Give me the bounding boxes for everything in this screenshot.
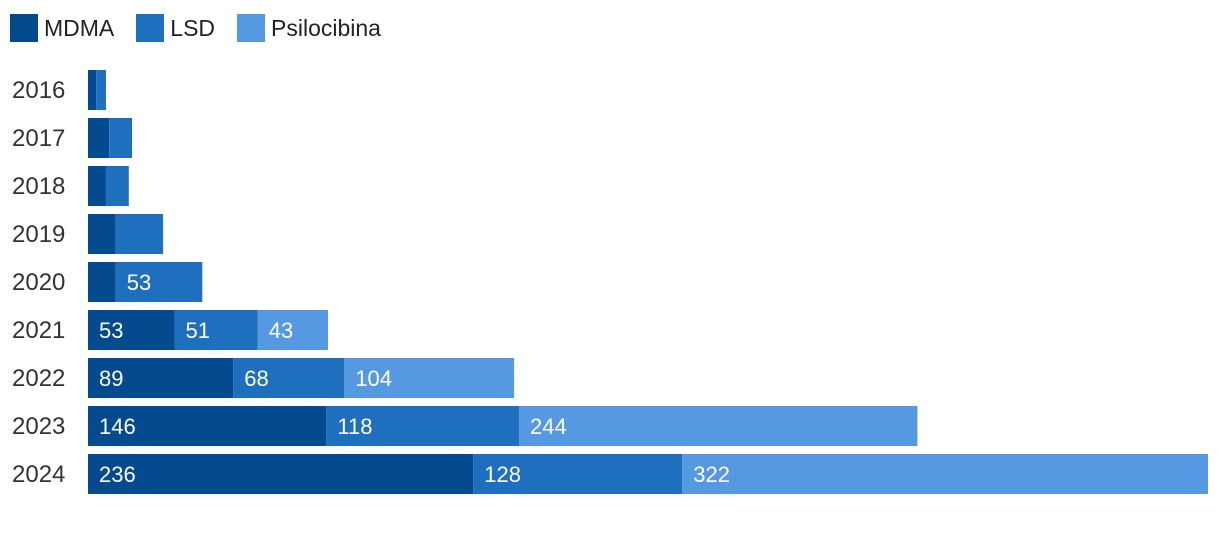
bar-segment-psilocibina-2024	[682, 454, 1208, 494]
data-label: 128	[484, 462, 521, 487]
legend-item-lsd: LSD	[136, 14, 215, 42]
bar-segment-mdma-2018	[88, 166, 106, 206]
bar-segment-mdma-2017	[88, 118, 110, 158]
y-tick-label: 2020	[12, 269, 65, 296]
bar-segment-lsd-2016	[96, 70, 106, 110]
y-tick-label: 2021	[12, 317, 65, 344]
bar-segment-lsd-2024	[473, 454, 683, 494]
bar-segment-lsd-2021	[174, 310, 258, 350]
data-label: 53	[99, 318, 123, 343]
data-label: 53	[127, 270, 151, 295]
y-tick-label: 2018	[12, 173, 65, 200]
data-label: 118	[337, 414, 372, 439]
data-label: 51	[186, 318, 210, 343]
data-label: 68	[244, 366, 268, 391]
y-tick-label: 2017	[12, 125, 65, 152]
bar-segment-lsd-2022	[233, 358, 345, 398]
legend-label: MDMA	[44, 15, 115, 41]
bar-segment-psilocibina-2022	[344, 358, 515, 398]
y-tick-label: 2022	[12, 365, 65, 392]
legend: MDMA LSD Psilocibina	[10, 13, 403, 43]
bar-segment-lsd-2023	[326, 406, 520, 446]
bar-segment-psilocibina-2023	[519, 406, 918, 446]
legend-swatch	[237, 14, 266, 42]
data-label: 43	[269, 318, 293, 343]
legend-swatch	[10, 14, 38, 42]
bar-segment-mdma-2024	[88, 454, 474, 494]
legend-label: Psilocibina	[271, 15, 381, 41]
bar-segment-mdma-2022	[88, 358, 234, 398]
data-label: 104	[355, 366, 392, 391]
bar-segment-mdma-2019	[88, 214, 116, 254]
data-label: 146	[99, 414, 136, 439]
y-tick-label: 2016	[12, 77, 65, 104]
bar-segment-lsd-2018	[105, 166, 129, 206]
legend-label: LSD	[170, 15, 216, 41]
data-label: 244	[530, 414, 567, 439]
legend-item-mdma: MDMA	[10, 14, 114, 42]
data-label: 236	[99, 462, 136, 487]
legend-swatch	[136, 14, 165, 42]
bar-segment-lsd-2020	[115, 262, 203, 302]
data-label: 322	[693, 462, 730, 487]
y-tick-label: 2024	[12, 461, 65, 488]
y-tick-label: 2023	[12, 413, 65, 440]
bar-segment-lsd-2019	[115, 214, 164, 254]
bar-segment-mdma-2021	[88, 310, 175, 350]
data-label: 89	[99, 366, 123, 391]
bar-segment-lsd-2017	[109, 118, 133, 158]
bar-segment-mdma-2023	[88, 406, 327, 446]
y-tick-label: 2019	[12, 221, 65, 248]
bar-segment-mdma-2016	[88, 70, 97, 110]
bar-segment-psilocibina-2021	[257, 310, 328, 350]
legend-item-psilocibina: Psilocibina	[237, 14, 381, 42]
bar-segment-mdma-2020	[88, 262, 116, 302]
